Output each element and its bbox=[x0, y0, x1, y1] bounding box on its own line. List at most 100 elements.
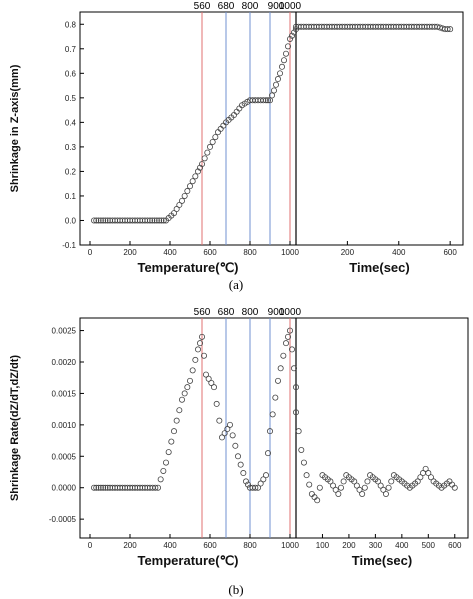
data-point-temperature bbox=[214, 129, 221, 136]
data-point-time bbox=[422, 465, 429, 472]
y-tick-label: 0.7 bbox=[65, 45, 77, 54]
data-point-temperature bbox=[194, 168, 201, 175]
data-point-time bbox=[364, 478, 371, 485]
data-point-temperature bbox=[151, 217, 158, 224]
caption-b: (b) bbox=[228, 582, 243, 597]
marker-label-900: 900 bbox=[268, 1, 285, 12]
data-point-temperature bbox=[278, 63, 285, 70]
data-point-temperature bbox=[221, 430, 228, 437]
data-point-temperature bbox=[176, 407, 183, 414]
x-temp-tick-label: 400 bbox=[163, 248, 177, 257]
data-point-temperature bbox=[104, 484, 111, 491]
data-point-temperature bbox=[189, 367, 196, 374]
data-point-time bbox=[425, 470, 432, 477]
y-tick-label: 0.0000 bbox=[52, 484, 77, 493]
data-point-time bbox=[353, 482, 360, 489]
data-point-temperature bbox=[224, 426, 231, 433]
data-point-temperature bbox=[233, 108, 240, 115]
x-axis-title-temperature: Temperature(℃) bbox=[137, 553, 238, 568]
data-point-temperature bbox=[210, 384, 217, 391]
data-point-temperature bbox=[144, 217, 151, 224]
plot-frame bbox=[79, 11, 464, 246]
data-point-temperature bbox=[200, 352, 207, 359]
data-point-temperature bbox=[95, 217, 102, 224]
y-axis-title: Shrinkage in Z-axis(mm) bbox=[9, 64, 21, 192]
marker-label-800: 800 bbox=[242, 1, 259, 12]
data-point-temperature bbox=[192, 356, 199, 363]
data-point-temperature bbox=[156, 217, 163, 224]
data-point-temperature bbox=[184, 384, 191, 391]
data-point-temperature bbox=[178, 197, 185, 204]
x-temp-tick-label: 800 bbox=[243, 541, 257, 550]
data-point-time bbox=[303, 472, 310, 479]
data-point-temperature bbox=[288, 32, 295, 39]
marker-label-560: 560 bbox=[194, 307, 211, 318]
data-point-time bbox=[385, 484, 392, 491]
data-point-time bbox=[444, 26, 451, 33]
y-tick-label: 0.0015 bbox=[52, 389, 77, 398]
x-time-tick-label: 100 bbox=[316, 541, 330, 550]
marker-label-1000: 1000 bbox=[279, 1, 302, 12]
data-point-time bbox=[414, 478, 421, 485]
data-point-temperature bbox=[104, 217, 111, 224]
data-point-temperature bbox=[186, 377, 193, 384]
data-point-temperature bbox=[272, 394, 279, 401]
data-point-temperature bbox=[173, 206, 180, 213]
data-point-temperature bbox=[160, 217, 167, 224]
y-tick-label: 0.2 bbox=[65, 167, 77, 176]
x-time-tick-label: 500 bbox=[422, 541, 436, 550]
data-point-temperature bbox=[274, 76, 281, 83]
data-point-temperature bbox=[286, 327, 293, 334]
data-point-temperature bbox=[186, 183, 193, 190]
data-point-temperature bbox=[205, 375, 212, 382]
data-point-time bbox=[451, 484, 458, 491]
x-temp-tick-label: 400 bbox=[163, 541, 177, 550]
y-tick-label: 0.4 bbox=[65, 118, 77, 127]
data-point-temperature bbox=[264, 450, 271, 457]
data-point-temperature bbox=[269, 411, 276, 418]
data-point-time bbox=[332, 486, 339, 493]
data-point-time bbox=[298, 446, 305, 453]
data-point-temperature bbox=[220, 122, 227, 129]
data-point-temperature bbox=[91, 484, 98, 491]
data-point-temperature bbox=[160, 467, 167, 474]
x-time-tick-label: 400 bbox=[392, 248, 406, 257]
data-point-temperature bbox=[168, 438, 175, 445]
data-point-temperature bbox=[212, 134, 219, 141]
marker-label-680: 680 bbox=[218, 1, 235, 12]
data-point-temperature bbox=[93, 217, 100, 224]
data-point-temperature bbox=[95, 484, 102, 491]
data-point-time bbox=[417, 474, 424, 481]
data-point-time bbox=[327, 478, 334, 485]
y-tick-label: 0.5 bbox=[65, 94, 77, 103]
data-point-temperature bbox=[272, 81, 279, 88]
data-point-temperature bbox=[204, 149, 211, 156]
x-temp-tick-label: 1000 bbox=[281, 541, 299, 550]
data-point-time bbox=[330, 482, 337, 489]
data-point-temperature bbox=[198, 161, 205, 168]
y-axis-title: Shrinkage Rate(dZ/dT,dZ/dt) bbox=[9, 355, 21, 501]
marker-label-560: 560 bbox=[194, 1, 211, 12]
data-point-temperature bbox=[198, 333, 205, 340]
data-point-temperature bbox=[229, 432, 236, 439]
y-tick-label: 0.3 bbox=[65, 143, 77, 152]
x-temp-tick-label: 600 bbox=[203, 541, 217, 550]
data-point-temperature bbox=[254, 484, 261, 491]
data-point-temperature bbox=[189, 178, 196, 185]
data-point-temperature bbox=[152, 484, 159, 491]
marker-label-900: 900 bbox=[268, 307, 285, 318]
data-point-time bbox=[436, 24, 443, 31]
y-tick-label: 0.0010 bbox=[52, 421, 77, 430]
data-point-temperature bbox=[252, 484, 259, 491]
x-temp-tick-label: 600 bbox=[203, 248, 217, 257]
x-temp-tick-label: 200 bbox=[123, 248, 137, 257]
data-point-temperature bbox=[149, 217, 156, 224]
data-point-temperature bbox=[202, 371, 209, 378]
data-point-temperature bbox=[276, 70, 283, 77]
plot-frame bbox=[79, 317, 469, 539]
data-point-temperature bbox=[213, 400, 220, 407]
data-point-time bbox=[377, 482, 384, 489]
data-point-temperature bbox=[284, 333, 291, 340]
data-point-temperature bbox=[236, 105, 243, 112]
